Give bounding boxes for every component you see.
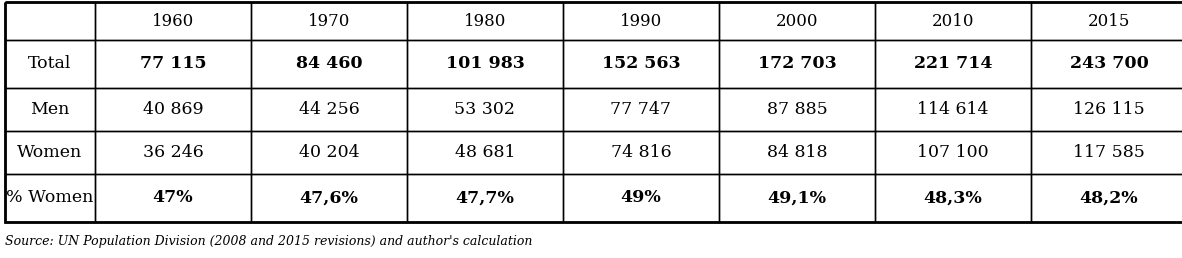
Bar <box>875 88 1031 131</box>
Bar <box>251 2 407 40</box>
Bar <box>95 131 251 174</box>
Bar <box>1031 174 1182 222</box>
Bar <box>563 40 719 88</box>
Bar <box>95 2 251 40</box>
Bar <box>407 2 563 40</box>
Text: 49,1%: 49,1% <box>767 189 826 206</box>
Text: 2010: 2010 <box>931 12 974 29</box>
Bar <box>563 174 719 222</box>
Text: 40 869: 40 869 <box>143 101 203 118</box>
Text: 172 703: 172 703 <box>758 55 837 72</box>
Text: 84 460: 84 460 <box>296 55 363 72</box>
Text: 1980: 1980 <box>463 12 506 29</box>
Bar <box>407 131 563 174</box>
Bar <box>563 2 719 40</box>
Text: Source: UN Population Division (2008 and 2015 revisions) and author's calculatio: Source: UN Population Division (2008 and… <box>5 235 532 248</box>
Bar <box>5 174 95 222</box>
Bar <box>407 40 563 88</box>
Bar <box>5 131 95 174</box>
Text: 47,7%: 47,7% <box>455 189 514 206</box>
Bar <box>5 40 95 88</box>
Text: 126 115: 126 115 <box>1073 101 1145 118</box>
Text: 47%: 47% <box>152 189 194 206</box>
Text: 114 614: 114 614 <box>917 101 989 118</box>
Text: 84 818: 84 818 <box>767 144 827 161</box>
Bar <box>251 131 407 174</box>
Bar <box>251 88 407 131</box>
Bar <box>251 174 407 222</box>
Bar <box>5 2 1182 222</box>
Text: 74 816: 74 816 <box>611 144 671 161</box>
Bar <box>1031 131 1182 174</box>
Text: 117 585: 117 585 <box>1073 144 1145 161</box>
Text: 36 246: 36 246 <box>143 144 203 161</box>
Text: 87 885: 87 885 <box>767 101 827 118</box>
Text: Women: Women <box>18 144 83 161</box>
Bar <box>719 131 875 174</box>
Bar <box>407 174 563 222</box>
Text: Men: Men <box>31 101 70 118</box>
Text: 48,2%: 48,2% <box>1079 189 1138 206</box>
Bar <box>5 2 95 40</box>
Bar <box>719 174 875 222</box>
Text: 53 302: 53 302 <box>455 101 515 118</box>
Bar <box>719 88 875 131</box>
Text: % Women: % Women <box>6 189 93 206</box>
Text: 1970: 1970 <box>307 12 350 29</box>
Bar <box>875 174 1031 222</box>
Bar <box>95 88 251 131</box>
Bar <box>251 40 407 88</box>
Bar <box>1031 88 1182 131</box>
Text: 1960: 1960 <box>151 12 194 29</box>
Text: Total: Total <box>28 55 72 72</box>
Text: 221 714: 221 714 <box>914 55 992 72</box>
Bar <box>95 174 251 222</box>
Bar <box>719 40 875 88</box>
Text: 47,6%: 47,6% <box>299 189 358 206</box>
Bar <box>875 131 1031 174</box>
Text: 44 256: 44 256 <box>299 101 359 118</box>
Text: 2000: 2000 <box>775 12 818 29</box>
Bar <box>563 88 719 131</box>
Bar <box>719 2 875 40</box>
Text: 77 115: 77 115 <box>139 55 207 72</box>
Text: 77 747: 77 747 <box>610 101 671 118</box>
Bar <box>1031 2 1182 40</box>
Text: 243 700: 243 700 <box>1070 55 1149 72</box>
Bar <box>5 88 95 131</box>
Text: 48,3%: 48,3% <box>923 189 982 206</box>
Bar <box>1031 40 1182 88</box>
Text: 40 204: 40 204 <box>299 144 359 161</box>
Text: 152 563: 152 563 <box>602 55 681 72</box>
Bar <box>407 88 563 131</box>
Text: 49%: 49% <box>621 189 662 206</box>
Text: 1990: 1990 <box>619 12 662 29</box>
Text: 107 100: 107 100 <box>917 144 989 161</box>
Text: 101 983: 101 983 <box>446 55 525 72</box>
Bar <box>95 40 251 88</box>
Bar <box>563 131 719 174</box>
Bar <box>875 2 1031 40</box>
Text: 2015: 2015 <box>1087 12 1130 29</box>
Bar <box>875 40 1031 88</box>
Text: 48 681: 48 681 <box>455 144 515 161</box>
